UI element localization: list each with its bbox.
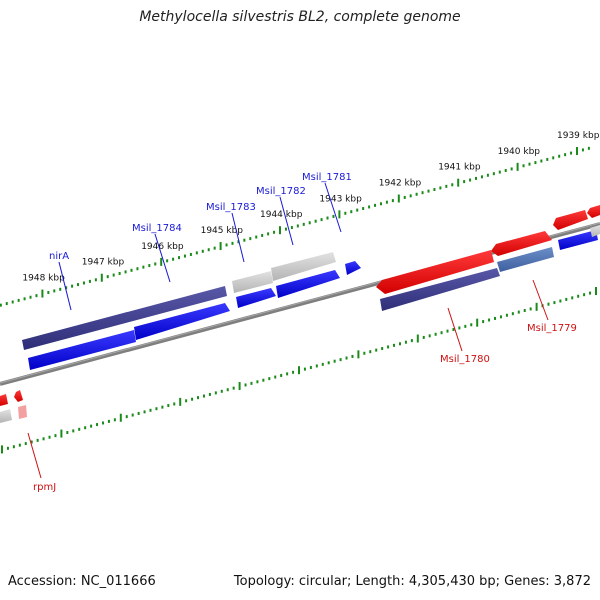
gene-labels: nirA Msil_1784 Msil_1783 Msil_1782 Msil_…: [33, 172, 577, 493]
gene-label-nirA: nirA: [49, 251, 69, 262]
reverse-strand-genes: [0, 205, 600, 423]
gene-label-Msil-1783: Msil_1783: [206, 202, 256, 213]
tick-label: 1947 kbp: [82, 258, 125, 268]
gene-left-red-1[interactable]: [0, 394, 8, 406]
gene-Msil-1780[interactable]: [380, 268, 500, 311]
tick-label: 1946 kbp: [141, 242, 184, 252]
gene-forward-2[interactable]: [134, 303, 230, 340]
gene-Msil-1782-gray[interactable]: [271, 252, 336, 281]
gene-Msil-1784-gray[interactable]: [232, 271, 273, 293]
tick-labels: 1939 kbp 1940 kbp 1941 kbp 1942 kbp 1943 kbp…: [22, 131, 599, 284]
gene-label-Msil-1779: Msil_1779: [527, 323, 577, 334]
gene-right-gray[interactable]: [590, 225, 600, 237]
map-title: Methylocella silvestris BL2, complete ge…: [139, 9, 461, 25]
tick-label: 1941 kbp: [438, 163, 481, 173]
gene-forward-1[interactable]: [28, 330, 136, 370]
gene-left-gray[interactable]: [0, 409, 12, 423]
tick-label: 1943 kbp: [319, 194, 362, 204]
tick-label: 1940 kbp: [498, 147, 541, 157]
forward-strand-genes: [22, 252, 361, 370]
gene-Msil-1779[interactable]: [497, 247, 554, 272]
tick-label: 1942 kbp: [379, 179, 422, 189]
tick-label: 1944 kbp: [260, 210, 303, 220]
gene-Msil-1783[interactable]: [236, 288, 276, 308]
tick-row-lower: [1, 287, 597, 454]
accession-text: Accession: NC_011666: [8, 574, 156, 589]
gene-Msil-1780-red[interactable]: [376, 250, 494, 294]
gene-rpmJ[interactable]: [14, 390, 23, 402]
gene-Msil-1781[interactable]: [345, 261, 361, 275]
gene-rpmJ-shadow: [18, 405, 27, 419]
gene-label-Msil-1780: Msil_1780: [440, 354, 490, 365]
tick-label: 1945 kbp: [201, 226, 244, 236]
gene-right-1[interactable]: [558, 230, 598, 250]
gene-label-Msil-1781: Msil_1781: [302, 172, 352, 183]
gene-label-rpmJ: rpmJ: [33, 482, 56, 493]
gene-Msil-1779-red[interactable]: [491, 231, 552, 256]
gene-Msil-1782[interactable]: [276, 270, 340, 298]
label-leaders: [27, 182, 549, 479]
tick-label: 1939 kbp: [557, 131, 600, 141]
gene-right-red-1[interactable]: [553, 210, 588, 230]
tick-row-upper: [0, 146, 590, 307]
tick-label: 1948 kbp: [22, 274, 65, 284]
gene-label-Msil-1782: Msil_1782: [256, 186, 306, 197]
genome-summary-text: Topology: circular; Length: 4,305,430 bp…: [233, 574, 591, 589]
gene-label-Msil-1784: Msil_1784: [132, 223, 182, 234]
gene-right-red-2[interactable]: [587, 205, 600, 218]
gene-nirA[interactable]: [22, 286, 227, 350]
